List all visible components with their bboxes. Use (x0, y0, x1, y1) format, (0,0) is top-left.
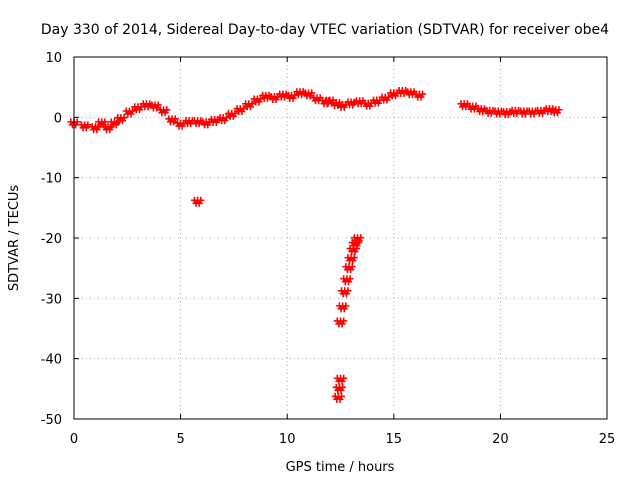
data-point (173, 119, 188, 130)
x-tick-label: 15 (386, 432, 403, 447)
data-point (333, 317, 348, 328)
data-point (156, 106, 171, 117)
data-point (500, 108, 514, 119)
data-point (340, 275, 354, 286)
data-point (457, 100, 471, 111)
data-point (344, 254, 358, 265)
y-tick-label: -40 (41, 353, 62, 368)
data-point (352, 97, 367, 108)
data-point (338, 287, 352, 298)
data-point (250, 95, 265, 106)
data-point (301, 89, 316, 100)
data-point (387, 89, 401, 100)
data-point (114, 114, 128, 125)
x-tick-label: 5 (176, 432, 184, 447)
data-point (107, 118, 122, 129)
data-point (333, 374, 348, 385)
data-point (370, 96, 384, 107)
x-axis-label: GPS time / hours (286, 460, 395, 475)
data-point (190, 196, 205, 207)
y-tick-label: -20 (41, 232, 62, 247)
y-tick-label: -30 (41, 292, 62, 307)
data-point (77, 121, 92, 132)
data-point (225, 109, 239, 120)
data-series-sdtvar (67, 86, 563, 403)
data-point (259, 91, 273, 102)
data-point (233, 105, 247, 116)
data-point (344, 98, 358, 109)
data-point (267, 93, 282, 104)
x-tick-label: 0 (70, 432, 78, 447)
data-point (190, 117, 205, 128)
y-tick-label: -50 (41, 413, 62, 428)
data-point (165, 115, 179, 126)
data-point (148, 101, 162, 112)
data-point (293, 88, 307, 99)
data-point (131, 103, 145, 114)
data-point (276, 90, 290, 101)
plot-frame (73, 56, 608, 420)
y-tick-label: -10 (41, 172, 62, 187)
y-axis-label: SDTVAR / TECUs (7, 185, 22, 292)
x-tick-label: 25 (599, 432, 616, 447)
x-tick-label: 20 (492, 432, 509, 447)
data-point (208, 115, 222, 126)
data-point (412, 90, 427, 101)
data-point (284, 91, 299, 102)
data-point (378, 93, 392, 104)
data-point (95, 118, 109, 129)
data-point (310, 94, 324, 105)
data-point (139, 100, 154, 111)
data-point (101, 123, 115, 134)
data-point (331, 392, 346, 403)
data-point (404, 88, 418, 99)
data-point (549, 106, 563, 117)
data-point (335, 100, 350, 111)
data-point (465, 102, 480, 113)
data-point (122, 107, 137, 118)
data-point (342, 263, 356, 274)
data-point (216, 114, 230, 125)
data-point (350, 234, 365, 245)
data-point (335, 302, 350, 313)
data-point (474, 105, 488, 116)
data-point (332, 383, 347, 394)
y-tick-label: 0 (54, 111, 62, 126)
data-point (534, 106, 548, 117)
data-point (88, 123, 103, 134)
data-point (242, 100, 256, 111)
chart-title: Day 330 of 2014, Sidereal Day-to-day VTE… (41, 22, 609, 38)
x-tick-label: 10 (279, 432, 296, 447)
y-tick-label: 10 (45, 51, 62, 66)
data-point (395, 86, 410, 97)
data-point (199, 118, 213, 129)
data-point (361, 99, 375, 110)
